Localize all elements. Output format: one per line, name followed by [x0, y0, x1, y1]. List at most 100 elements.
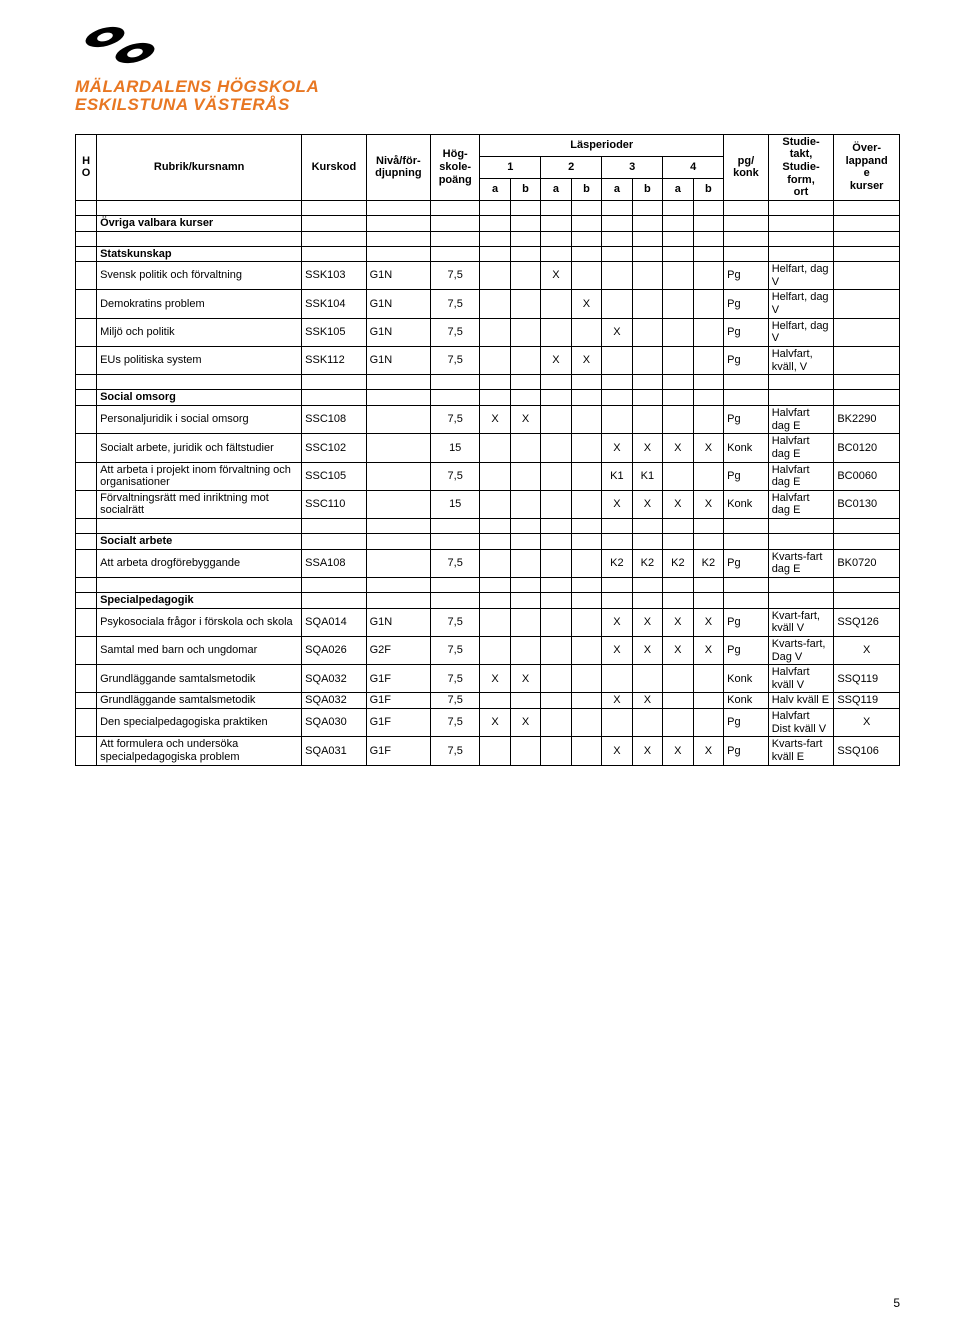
cell-code: SSK112	[302, 347, 366, 375]
cell-name: Grundläggande samtalsmetodik	[97, 693, 302, 709]
cell-mark: K2	[663, 549, 693, 577]
cell-form: Halvfart kväll V	[768, 665, 834, 693]
cell-mark: X	[510, 709, 540, 737]
cell-pts: 7,5	[431, 290, 480, 318]
heading-statskunskap: Statskunskap	[97, 246, 302, 262]
row-sqa032b: Grundläggande samtalsmetodik SQA032 G1F …	[76, 693, 900, 709]
cell-level: G2F	[366, 636, 430, 664]
cell-pts: 7,5	[431, 405, 480, 433]
row-ssk103: Svensk politik och förvaltning SSK103 G1…	[76, 262, 900, 290]
cell-name: Grundläggande samtalsmetodik	[97, 665, 302, 693]
cell-pk: Pg	[724, 290, 769, 318]
cell-mark: K2	[602, 549, 632, 577]
row-ssc102: Socialt arbete, juridik och fältstudier …	[76, 434, 900, 462]
cell-over: BC0060	[834, 462, 900, 490]
th-studieform: Studie- takt, Studie- form, ort	[768, 134, 834, 200]
heading-specialpedagogik: Specialpedagogik	[97, 592, 302, 608]
cell-level: G1N	[366, 262, 430, 290]
cell-pk: Pg	[724, 405, 769, 433]
spacer-row	[76, 375, 900, 390]
cell-mark: X	[632, 608, 662, 636]
cell-pts: 7,5	[431, 549, 480, 577]
th-ho: H O	[76, 134, 97, 200]
cell-pts: 7,5	[431, 318, 480, 346]
table-header: H O Rubrik/kursnamn Kurskod Nivå/för- dj…	[76, 134, 900, 200]
cell-name: Svensk politik och förvaltning	[97, 262, 302, 290]
cell-form: Kvarts-fart, Dag V	[768, 636, 834, 664]
cell-mark: X	[480, 665, 510, 693]
cell-form: Kvarts-fart dag E	[768, 549, 834, 577]
logo-text-line1: MÄLARDALENS HÖGSKOLA	[75, 78, 900, 96]
cell-code: SSK104	[302, 290, 366, 318]
th-pgkonk: pg/ konk	[724, 134, 769, 200]
row-sqa026: Samtal med barn och ungdomar SQA026 G2F …	[76, 636, 900, 664]
cell-level: G1N	[366, 290, 430, 318]
th-4a: a	[663, 178, 693, 200]
cell-level: G1F	[366, 709, 430, 737]
row-ssk104: Demokratins problem SSK104 G1N 7,5 X Pg …	[76, 290, 900, 318]
cell-level: G1N	[366, 318, 430, 346]
cell-mark: X	[571, 290, 601, 318]
cell-name: Förvaltningsrätt med inriktning mot soci…	[97, 490, 302, 518]
cell-code: SSK105	[302, 318, 366, 346]
th-rubrik: Rubrik/kursnamn	[97, 134, 302, 200]
cell-mark: X	[541, 262, 571, 290]
cell-mark: X	[663, 608, 693, 636]
cell-mark: K1	[602, 462, 632, 490]
row-ssc105: Att arbeta i projekt inom förvaltning oc…	[76, 462, 900, 490]
cell-mark: X	[632, 636, 662, 664]
cell-mark: X	[480, 709, 510, 737]
heading-social-omsorg: Social omsorg	[97, 390, 302, 406]
cell-mark: X	[693, 608, 724, 636]
cell-mark: X	[602, 490, 632, 518]
cell-mark: X	[602, 636, 632, 664]
cell-code: SQA014	[302, 608, 366, 636]
cell-code: SQA032	[302, 693, 366, 709]
cell-mark: X	[602, 318, 632, 346]
cell-mark: X	[693, 636, 724, 664]
section-row-specialpedagogik: Specialpedagogik	[76, 592, 900, 608]
course-table: H O Rubrik/kursnamn Kurskod Nivå/för- dj…	[75, 134, 900, 766]
cell-over: BK2290	[834, 405, 900, 433]
th-3b: b	[632, 178, 662, 200]
cell-pts: 7,5	[431, 709, 480, 737]
row-ssc108: Personaljuridik i social omsorg SSC108 7…	[76, 405, 900, 433]
cell-mark: X	[602, 737, 632, 765]
cell-level: G1F	[366, 737, 430, 765]
cell-mark: X	[632, 737, 662, 765]
cell-name: Demokratins problem	[97, 290, 302, 318]
cell-pts: 15	[431, 434, 480, 462]
th-2a: a	[541, 178, 571, 200]
cell-mark: X	[602, 693, 632, 709]
logo-swirl-icon	[75, 20, 165, 70]
cell-mark: K2	[632, 549, 662, 577]
cell-code: SQA026	[302, 636, 366, 664]
cell-over: X	[834, 709, 900, 737]
row-sqa014: Psykosociala frågor i förskola och skola…	[76, 608, 900, 636]
cell-pts: 7,5	[431, 608, 480, 636]
cell-mark: X	[693, 434, 724, 462]
cell-code: SSC110	[302, 490, 366, 518]
cell-code: SQA031	[302, 737, 366, 765]
cell-over: BC0130	[834, 490, 900, 518]
cell-code: SSC108	[302, 405, 366, 433]
cell-form: Helfart, dag V	[768, 262, 834, 290]
th-2b: b	[571, 178, 601, 200]
th-3a: a	[602, 178, 632, 200]
cell-level: G1N	[366, 608, 430, 636]
spacer-row	[76, 519, 900, 534]
cell-pts: 7,5	[431, 262, 480, 290]
cell-name: Att arbeta i projekt inom förvaltning oc…	[97, 462, 302, 490]
cell-name: Att formulera och undersöka specialpedag…	[97, 737, 302, 765]
row-ssk112: EUs politiska system SSK112 G1N 7,5 X X …	[76, 347, 900, 375]
cell-name: Psykosociala frågor i förskola och skola	[97, 608, 302, 636]
th-1b: b	[510, 178, 540, 200]
section-row-socialt-arbete: Socialt arbete	[76, 534, 900, 550]
cell-mark: X	[693, 737, 724, 765]
cell-over: X	[834, 636, 900, 664]
cell-pts: 15	[431, 490, 480, 518]
cell-mark: K2	[693, 549, 724, 577]
cell-mark: X	[663, 636, 693, 664]
spacer-row	[76, 231, 900, 246]
section-row-social-omsorg: Social omsorg	[76, 390, 900, 406]
